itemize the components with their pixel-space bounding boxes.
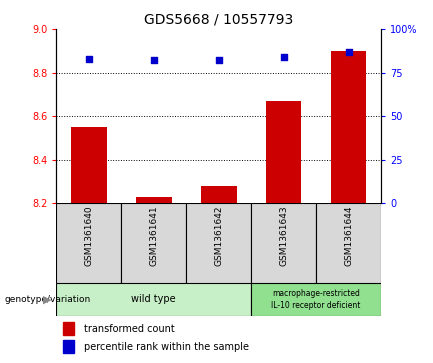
Text: GSM1361644: GSM1361644 <box>344 206 353 266</box>
Text: percentile rank within the sample: percentile rank within the sample <box>84 342 249 352</box>
Bar <box>251 203 316 283</box>
Point <box>85 56 92 62</box>
Bar <box>63 322 74 335</box>
Bar <box>186 203 251 283</box>
Bar <box>316 203 381 283</box>
Bar <box>201 186 236 203</box>
Bar <box>331 51 366 203</box>
Text: transformed count: transformed count <box>84 323 175 334</box>
Bar <box>251 283 381 316</box>
Title: GDS5668 / 10557793: GDS5668 / 10557793 <box>144 12 293 26</box>
Text: macrophage-restricted
IL-10 receptor deficient: macrophage-restricted IL-10 receptor def… <box>271 289 361 310</box>
Bar <box>56 283 251 316</box>
Text: genotype/variation: genotype/variation <box>4 295 90 304</box>
Text: ▶: ▶ <box>43 294 52 305</box>
Bar <box>121 203 186 283</box>
Text: GSM1361642: GSM1361642 <box>214 206 223 266</box>
Bar <box>63 340 74 353</box>
Bar <box>136 197 171 203</box>
Bar <box>71 127 107 203</box>
Bar <box>56 203 121 283</box>
Bar <box>266 101 301 203</box>
Point <box>150 57 157 63</box>
Text: GSM1361643: GSM1361643 <box>279 206 288 266</box>
Point <box>345 49 352 54</box>
Point <box>280 54 287 60</box>
Text: wild type: wild type <box>131 294 176 305</box>
Point <box>215 57 222 63</box>
Text: GSM1361641: GSM1361641 <box>149 206 158 266</box>
Text: GSM1361640: GSM1361640 <box>84 206 93 266</box>
